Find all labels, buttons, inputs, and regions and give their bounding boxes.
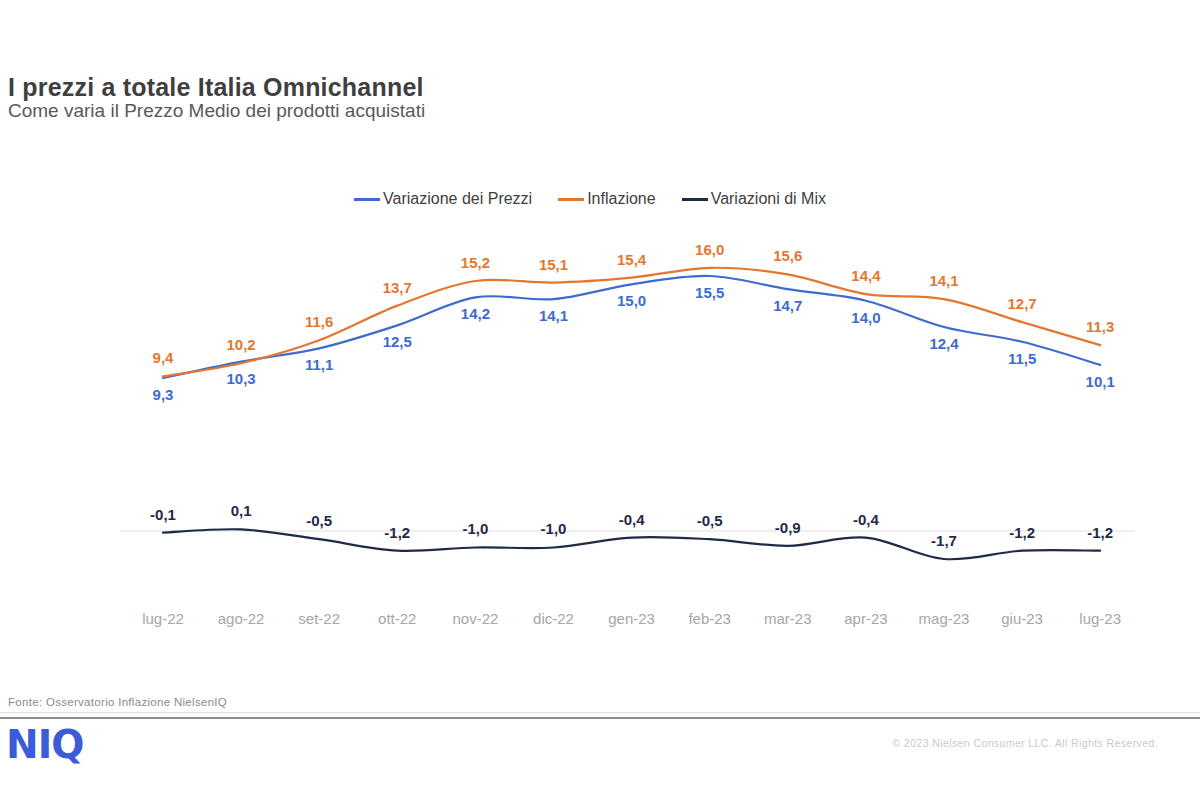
data-label: 15,0 [617,292,646,309]
x-axis-label: giu-23 [1001,610,1043,627]
data-label: -1,2 [1087,524,1113,541]
data-label: -0,5 [697,512,723,529]
x-axis-label: ago-22 [218,610,265,627]
series-line-0 [163,276,1100,378]
data-label: 15,4 [617,251,647,268]
data-label: -1,7 [931,532,957,549]
data-label: 14,7 [773,297,802,314]
data-label: 11,6 [305,313,333,330]
data-label: -0,5 [306,512,332,529]
data-label: -0,4 [619,511,646,528]
data-label: 10,3 [226,370,255,387]
series-line-2 [163,529,1100,559]
data-label: 11,1 [305,356,333,373]
data-label: 12,5 [383,333,412,350]
x-axis-label: nov-22 [452,610,498,627]
x-axis-label: lug-23 [1079,610,1121,627]
data-label: -1,0 [462,520,488,537]
data-label: 10,1 [1086,373,1115,390]
data-label: 14,2 [461,305,490,322]
data-label: -1,2 [1009,524,1035,541]
x-axis-label: mag-23 [919,610,970,627]
source-note: Fonte: Osservatorio Inflazione NielsenIQ [8,696,227,708]
footer-divider [0,712,1200,719]
data-label: -1,0 [541,520,567,537]
data-label: 12,4 [929,335,959,352]
data-label: 14,1 [929,272,958,289]
x-axis-label: ott-22 [378,610,416,627]
x-axis-label: lug-22 [142,610,184,627]
x-axis-label: mar-23 [764,610,812,627]
data-label: 13,7 [383,279,412,296]
data-label: 14,4 [851,267,881,284]
copyright-text: © 2023 Nielsen Consumer LLC. All Rights … [893,737,1158,749]
data-label: 15,2 [461,254,490,271]
data-label: 15,5 [695,284,724,301]
data-label: 15,1 [539,256,568,273]
data-label: -0,4 [853,511,880,528]
data-label: 9,3 [153,386,174,403]
x-axis-label: gen-23 [608,610,655,627]
data-label: 16,0 [695,241,724,258]
data-label: -0,1 [150,506,176,523]
niq-logo[interactable]: NIQ [6,722,83,767]
data-label: 14,1 [539,307,568,324]
x-axis-label: feb-23 [688,610,731,627]
data-label: 14,0 [851,309,880,326]
data-label: -1,2 [384,524,410,541]
x-axis-label: set-22 [298,610,340,627]
data-label: 11,3 [1086,318,1114,335]
data-label: 10,2 [226,336,255,353]
data-label: 11,5 [1008,350,1036,367]
data-label: -0,9 [775,519,801,536]
data-label: 15,6 [773,247,802,264]
data-label: 9,4 [153,349,175,366]
data-label: 12,7 [1007,295,1036,312]
x-axis-label: apr-23 [844,610,887,627]
data-label: 0,1 [231,502,252,519]
line-chart: 9,3 10,3 11,1 12,5 14,2 14,1 15,0 15,5 14,7 14,0 1… [0,0,1200,800]
x-axis-label: dic-22 [533,610,574,627]
